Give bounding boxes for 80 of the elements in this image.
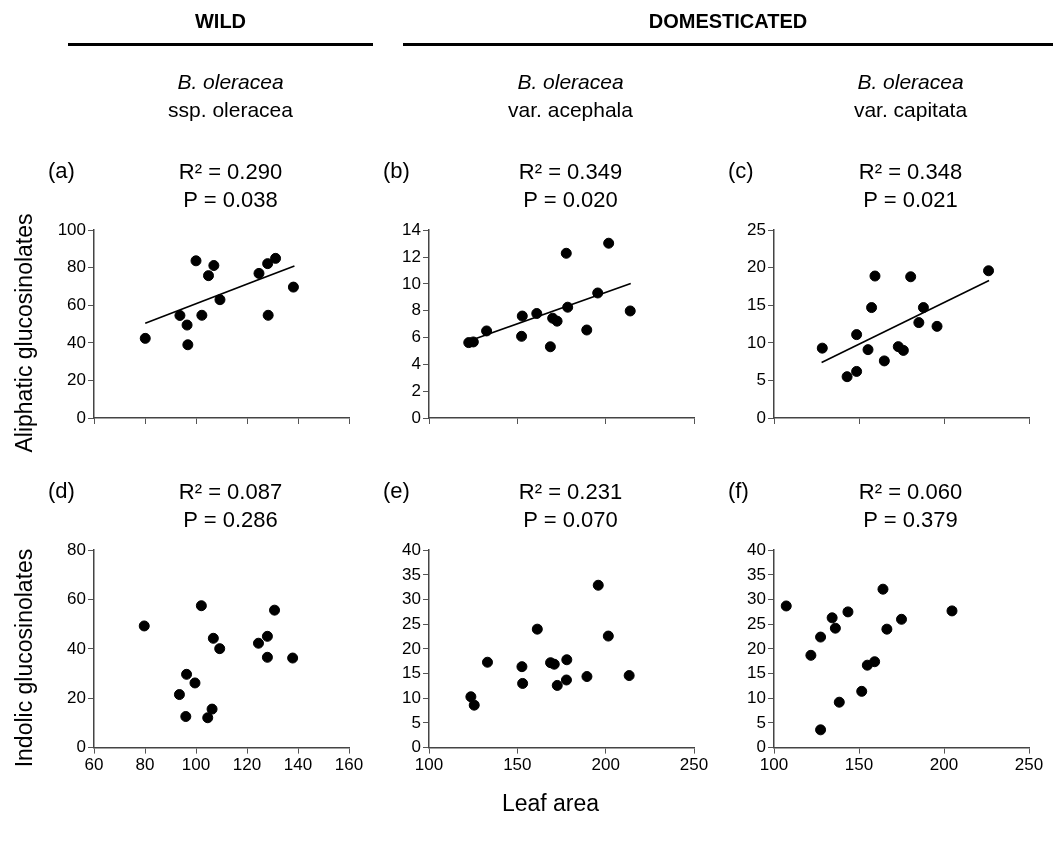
y-tick-label: 0 (411, 407, 421, 427)
text: P = 0.286 (182, 506, 279, 534)
y-tick-label: 35 (402, 564, 421, 584)
y-tick-label: 10 (402, 273, 421, 293)
text: R² = 0.060 (857, 478, 964, 506)
y-tick-label: 20 (67, 687, 86, 707)
x-tick-label: 120 (232, 755, 262, 775)
y-tick-label: 6 (411, 327, 421, 347)
y-tick-label: 15 (747, 295, 766, 315)
text: R² = 0.290 (177, 158, 284, 186)
text: P = 0.038 (182, 186, 279, 214)
chart-subtitle: B. oleracea var. capitata (852, 69, 969, 123)
chart-title: (d) (48, 478, 75, 504)
y-tick-label: 40 (402, 539, 421, 559)
y-axis-title: Indolic glucosinolates (10, 548, 38, 768)
y-axis-title: Aliphatic glucosinolates (10, 213, 38, 453)
y-tick-label: 10 (747, 687, 766, 707)
y-tick-label: 12 (402, 246, 421, 266)
y-tick-label: 2 (411, 380, 421, 400)
chart-title: (b) (383, 158, 410, 184)
text: R² = 0.087 (177, 478, 284, 506)
text: DOMESTICATED (403, 10, 1053, 46)
x-tick-label: 150 (844, 755, 874, 775)
text: R² = 0.231 (517, 478, 624, 506)
x-tick-label: 250 (679, 755, 709, 775)
x-tick-label: 150 (503, 755, 532, 775)
text: WILD (68, 10, 373, 46)
chart-title: (e) (383, 478, 410, 504)
x-tick-label: 80 (135, 755, 155, 775)
text: P = 0.070 (522, 506, 619, 534)
y-tick-label: 15 (747, 663, 766, 683)
y-tick-label: 25 (747, 219, 766, 239)
y-tick-label: 40 (747, 539, 766, 559)
y-tick-label: 0 (76, 407, 86, 427)
y-tick-label: 0 (76, 737, 86, 757)
y-tick-label: 20 (67, 370, 86, 390)
y-tick-label: 80 (67, 257, 86, 277)
y-tick-label: 40 (67, 332, 86, 352)
y-tick-label: 0 (756, 737, 766, 757)
y-tick-label: 25 (402, 613, 421, 633)
y-tick-label: 14 (402, 219, 421, 239)
y-tick-label: 80 (67, 539, 86, 559)
chart-title: (c) (728, 158, 754, 184)
y-tick-label: 35 (747, 564, 766, 584)
chart-title: (a) (48, 158, 75, 184)
y-tick-label: 10 (747, 332, 766, 352)
y-tick-label: 15 (402, 663, 421, 683)
x-tick-label: 250 (1014, 755, 1044, 775)
y-tick-label: 0 (411, 737, 421, 757)
x-tick-label: 200 (929, 755, 959, 775)
y-tick-label: 4 (411, 354, 421, 374)
text: R² = 0.349 (517, 158, 624, 186)
y-tick-label: 30 (747, 589, 766, 609)
y-tick-label: 5 (756, 370, 766, 390)
y-tick-label: 20 (402, 638, 421, 658)
y-tick-label: 20 (747, 638, 766, 658)
x-tick-label: 200 (591, 755, 620, 775)
y-tick-label: 100 (57, 219, 86, 239)
x-tick-label: 100 (181, 755, 211, 775)
chart-subtitle: B. oleracea var. acephala (507, 69, 634, 123)
text: P = 0.020 (522, 186, 619, 214)
text: P = 0.379 (862, 506, 959, 534)
y-tick-label: 5 (411, 712, 421, 732)
x-tick-label: 160 (334, 755, 364, 775)
y-tick-label: 60 (67, 295, 86, 315)
chart-title: (f) (728, 478, 749, 504)
y-tick-label: 20 (747, 257, 766, 277)
y-tick-label: 8 (411, 300, 421, 320)
text: R² = 0.348 (857, 158, 964, 186)
y-tick-label: 25 (747, 613, 766, 633)
x-tick-label: 140 (283, 755, 313, 775)
y-tick-label: 5 (756, 712, 766, 732)
text: P = 0.021 (862, 186, 959, 214)
x-axis-title: Leaf area (500, 790, 601, 817)
y-tick-label: 0 (756, 407, 766, 427)
y-tick-label: 60 (67, 589, 86, 609)
y-tick-label: 40 (67, 638, 86, 658)
y-tick-label: 30 (402, 589, 421, 609)
y-tick-label: 10 (402, 687, 421, 707)
chart-subtitle: B. oleracea ssp. oleracea (167, 69, 294, 123)
